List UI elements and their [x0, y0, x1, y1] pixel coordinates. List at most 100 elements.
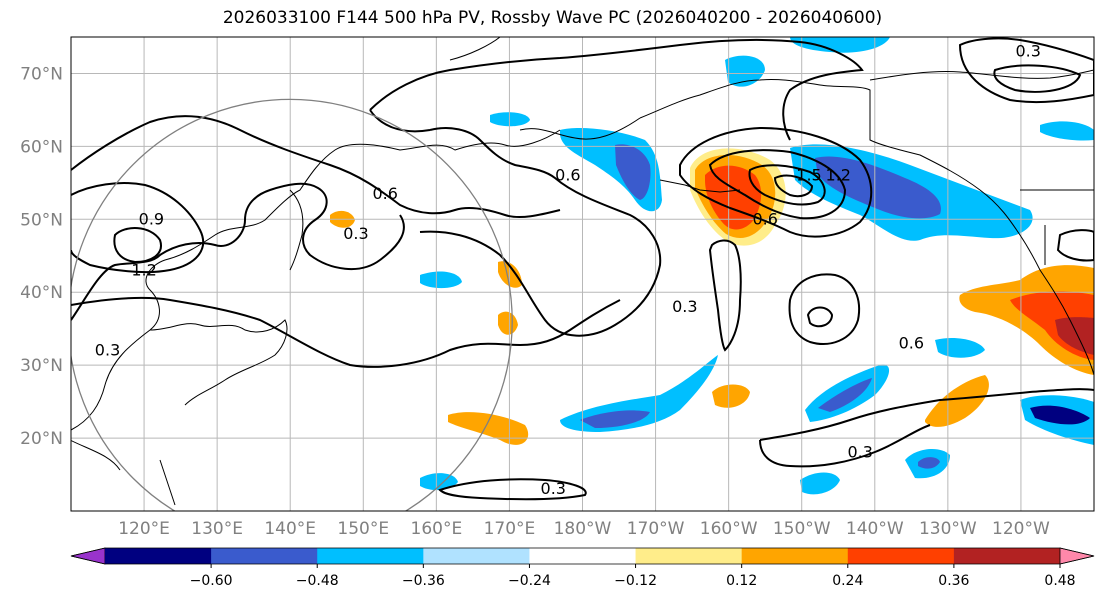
contour-label: 0.3	[95, 341, 120, 360]
contour-label: 0.3	[847, 443, 872, 462]
lon-tick-label: 180°W	[554, 519, 612, 539]
lon-tick-label: 160°W	[700, 519, 758, 539]
colorbar-segment	[635, 548, 743, 564]
positive-anomaly-westus-max	[1055, 317, 1094, 355]
colorbar-tick-label: −0.36	[402, 573, 445, 589]
negative-anomaly-subtrop-3-core	[918, 457, 940, 469]
colorbar-segment	[211, 548, 318, 564]
contour-0.3-far-east	[1056, 229, 1094, 262]
contour-0.3-south	[759, 388, 1094, 441]
negative-anomaly-arctic	[725, 55, 765, 87]
map-content: 0.9 1.2 0.3 0.6 0.3 0.6 0.3 0.6 1.5 1.2 0.6 0.3 0.3 0…	[71, 37, 1094, 511]
contour-label: 0.6	[372, 184, 397, 203]
lat-tick-label: 60°N	[20, 137, 63, 157]
map-frame	[70, 36, 1095, 512]
colorbar-extend-low	[70, 547, 106, 565]
longitude-labels: 120°E 130°E 140°E 150°E 160°E 170°E 180°W 170°W…	[118, 519, 1050, 539]
contour-label: 0.3	[1016, 42, 1041, 61]
lat-tick-label: 30°N	[20, 356, 63, 376]
contour-label: 0.3	[672, 297, 697, 316]
contour-0.3-mid	[71, 296, 621, 368]
colorbar-segment	[529, 548, 637, 564]
colorbar-tick-label: −0.12	[614, 573, 657, 589]
colorbar-segment	[953, 548, 1061, 564]
negative-anomaly-bering-core	[615, 144, 651, 200]
contour-aleutian-low-core	[773, 174, 814, 198]
lat-tick-label: 40°N	[20, 283, 63, 303]
colorbar-segment	[423, 548, 530, 564]
colorbar-segment	[317, 548, 424, 564]
contour-label: 0.3	[541, 479, 566, 498]
contour-0.6-ring	[788, 273, 860, 345]
colorbar: −0.60 −0.48 −0.36 −0.24 −0.12 0.12 0.24 0.36 0.4…	[70, 547, 1095, 589]
colorbar-segment	[741, 548, 849, 564]
contour-aleutian-low-mid	[708, 149, 847, 220]
pv-contours	[71, 37, 1094, 501]
contour-label: 0.6	[899, 333, 924, 352]
colorbar-tick-label: −0.24	[508, 573, 551, 589]
contour-label: 0.3	[343, 224, 368, 243]
contour-label: 1.5	[796, 166, 821, 185]
positive-anomaly-mid-1	[498, 261, 522, 288]
colorbar-tick-label: 0.36	[938, 573, 969, 589]
colorbar-tick-label: 0.48	[1044, 573, 1075, 589]
lon-tick-label: 160°E	[411, 519, 463, 539]
contour-0.3-south-3	[438, 478, 587, 501]
contour-label: 0.6	[555, 166, 580, 185]
positive-anomaly-mid-5	[925, 375, 989, 427]
contour-1.2-low	[113, 227, 162, 264]
lon-tick-label: 120°E	[118, 519, 170, 539]
negative-anomaly-gulf-core	[815, 156, 941, 219]
lon-tick-label: 140°W	[846, 519, 904, 539]
contour-0.6-north	[369, 38, 864, 141]
colorbar-tick-label: 0.24	[832, 573, 863, 589]
negative-anomaly-subtrop-1	[560, 355, 718, 432]
positive-anomaly-mid-2	[498, 311, 518, 335]
contour-0.3-south-2	[759, 424, 931, 468]
negative-anomaly-subtrop-1-core	[580, 410, 650, 428]
negative-anomaly-pacific-8	[800, 472, 840, 495]
colorbar-outline	[70, 547, 1095, 565]
lat-tick-label: 70°N	[20, 64, 63, 84]
colorbar-segment	[847, 548, 955, 564]
contour-label: 1.2	[826, 166, 851, 185]
contour-aleutian-low-inner	[748, 164, 826, 206]
lon-tick-label: 150°W	[773, 519, 831, 539]
lon-tick-label: 130°E	[191, 519, 243, 539]
lon-tick-label: 170°E	[484, 519, 536, 539]
positive-anomaly-mid-4	[712, 384, 750, 408]
contour-0.6-northwest	[369, 109, 431, 133]
contour-0.6-basin	[419, 127, 662, 337]
negative-anomaly-subtrop-4-core	[1030, 405, 1090, 425]
lon-tick-label: 150°E	[337, 519, 389, 539]
colorbar-tick-label: −0.48	[296, 573, 339, 589]
contour-labels: 0.9 1.2 0.3 0.6 0.3 0.6 0.3 0.6 1.5 1.2 0.6 0.3 0.3 0…	[95, 42, 1041, 499]
contour-0.3-northeast-2	[993, 64, 1082, 93]
lon-tick-label: 170°W	[627, 519, 685, 539]
contour-0.3-east	[708, 239, 742, 352]
latitude-labels: 70°N 60°N 50°N 40°N 30°N 20°N	[20, 64, 63, 449]
negative-anomaly-subtrop-2-core	[818, 378, 872, 412]
negative-anomaly-arctic-3	[490, 112, 530, 127]
contour-aleutian-low-outer	[679, 126, 873, 238]
lon-tick-label: 130°W	[919, 519, 977, 539]
colorbar-segment	[105, 548, 212, 564]
gray-circle	[71, 98, 513, 511]
contour-label: 0.6	[752, 209, 777, 228]
colorbar-extend-high	[1059, 547, 1095, 565]
negative-anomaly-arctic-2	[790, 37, 890, 53]
positive-anomaly-mid-3	[448, 412, 529, 445]
contour-label: 1.2	[131, 260, 156, 279]
negative-anomaly-arctic-4	[1040, 121, 1094, 141]
colorbar-tick-label: 0.12	[726, 573, 757, 589]
lon-tick-label: 140°E	[264, 519, 316, 539]
lat-tick-label: 50°N	[20, 210, 63, 230]
lon-tick-label: 120°W	[992, 519, 1050, 539]
coastlines	[71, 37, 1094, 506]
contour-0.6-small-ring	[806, 306, 834, 328]
colorbar-tick-label: −0.60	[190, 573, 233, 589]
map-title: 2026033100 F144 500 hPa PV, Rossby Wave …	[222, 8, 883, 28]
contour-0.9-low	[71, 182, 205, 274]
lat-tick-label: 20°N	[20, 429, 63, 449]
